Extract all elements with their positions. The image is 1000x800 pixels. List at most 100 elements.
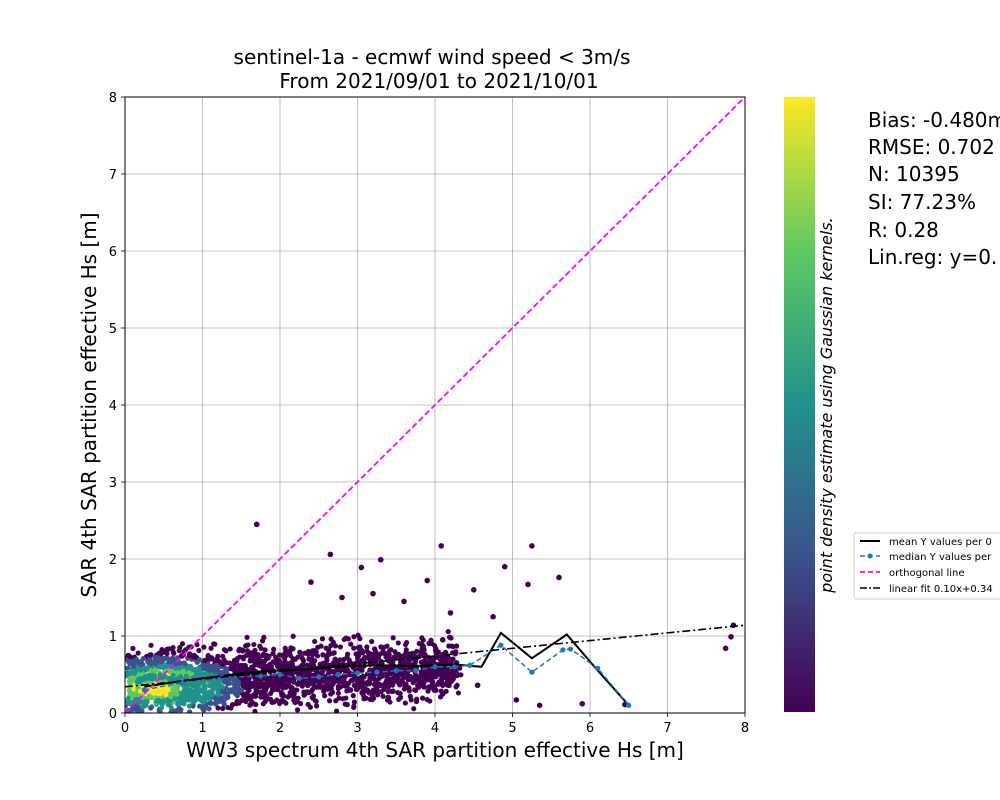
density-point (178, 674, 184, 680)
density-point (323, 645, 329, 651)
density-point (354, 676, 360, 682)
density-point (202, 685, 208, 692)
density-point (380, 693, 386, 699)
y-tick-label: 6 (109, 245, 117, 260)
density-point (138, 667, 144, 673)
density-point (327, 651, 333, 657)
density-point (125, 658, 132, 664)
density-point (403, 639, 410, 646)
density-point (156, 698, 162, 704)
density-point (276, 699, 283, 705)
density-point (259, 653, 266, 659)
density-point (140, 655, 146, 662)
density-point (219, 661, 225, 667)
density-point (223, 667, 229, 673)
density-point (336, 695, 342, 701)
density-point (341, 676, 347, 683)
outlier-point (529, 543, 535, 549)
density-point (297, 700, 304, 707)
density-point (328, 682, 334, 688)
density-point (386, 676, 392, 682)
colorbar (784, 97, 815, 712)
outlier-point (722, 645, 729, 652)
median-marker (335, 671, 341, 678)
density-point (321, 677, 327, 683)
outlier-point (439, 637, 446, 643)
density-point (312, 638, 318, 645)
density-point (416, 684, 422, 690)
legend-label-orthogonal: orthogonal line (889, 568, 965, 579)
density-point (433, 650, 439, 656)
density-point (385, 688, 391, 695)
density-point (402, 700, 408, 706)
density-point (251, 662, 258, 668)
density-point (220, 688, 226, 695)
density-point (223, 660, 230, 666)
density-point (367, 667, 373, 673)
density-point (351, 699, 357, 705)
density-point (243, 643, 249, 649)
density-point (217, 682, 223, 688)
y-tick-label: 8 (109, 91, 117, 106)
density-point (320, 652, 326, 658)
density-point (186, 703, 193, 709)
density-point (237, 662, 244, 669)
density-point (300, 658, 307, 664)
density-point (412, 687, 418, 693)
density-point (420, 637, 426, 643)
density-point (444, 678, 451, 684)
density-point (397, 694, 404, 700)
y-tick-label: 1 (109, 630, 117, 645)
density-point (283, 677, 289, 683)
density-point (270, 659, 276, 665)
density-point (196, 680, 203, 686)
legend-swatch-median-marker (867, 553, 873, 559)
density-point (363, 687, 369, 693)
density-point (244, 666, 250, 672)
density-point (174, 691, 180, 697)
density-point (207, 683, 213, 689)
density-point (332, 677, 338, 683)
density-point (414, 648, 420, 654)
density-point (202, 657, 208, 663)
density-point (294, 687, 300, 693)
density-point (138, 661, 144, 668)
density-point (374, 681, 381, 687)
density-point (220, 705, 226, 712)
density-point (291, 691, 297, 697)
density-point (414, 696, 420, 702)
density-point (185, 690, 191, 697)
density-point (181, 697, 187, 703)
density-point (192, 698, 198, 704)
x-tick-label: 3 (353, 721, 361, 736)
x-tick-label: 0 (121, 721, 129, 736)
density-point (209, 692, 215, 698)
density-point (173, 665, 179, 671)
outlier-point (370, 590, 376, 597)
density-point (147, 652, 153, 658)
density-point (318, 643, 324, 649)
density-point (128, 691, 134, 697)
density-point (125, 700, 130, 706)
density-point (356, 653, 362, 659)
density-point (241, 692, 247, 698)
median-marker (498, 642, 504, 648)
density-point (360, 692, 366, 698)
density-point (125, 696, 131, 702)
density-point (127, 654, 133, 660)
density-point (232, 681, 239, 687)
density-point (244, 648, 251, 654)
density-point (244, 634, 250, 640)
density-point (351, 634, 357, 640)
density-point (390, 688, 396, 694)
density-point (158, 654, 164, 661)
density-point (364, 644, 370, 650)
density-point (201, 644, 207, 650)
median-marker (413, 668, 419, 674)
chart-title-line2: From 2021/09/01 to 2021/10/01 (279, 69, 598, 93)
outlier-point (346, 687, 353, 693)
density-point (395, 640, 401, 646)
stat-n: N: 10395 (868, 162, 960, 186)
density-point (247, 693, 253, 699)
